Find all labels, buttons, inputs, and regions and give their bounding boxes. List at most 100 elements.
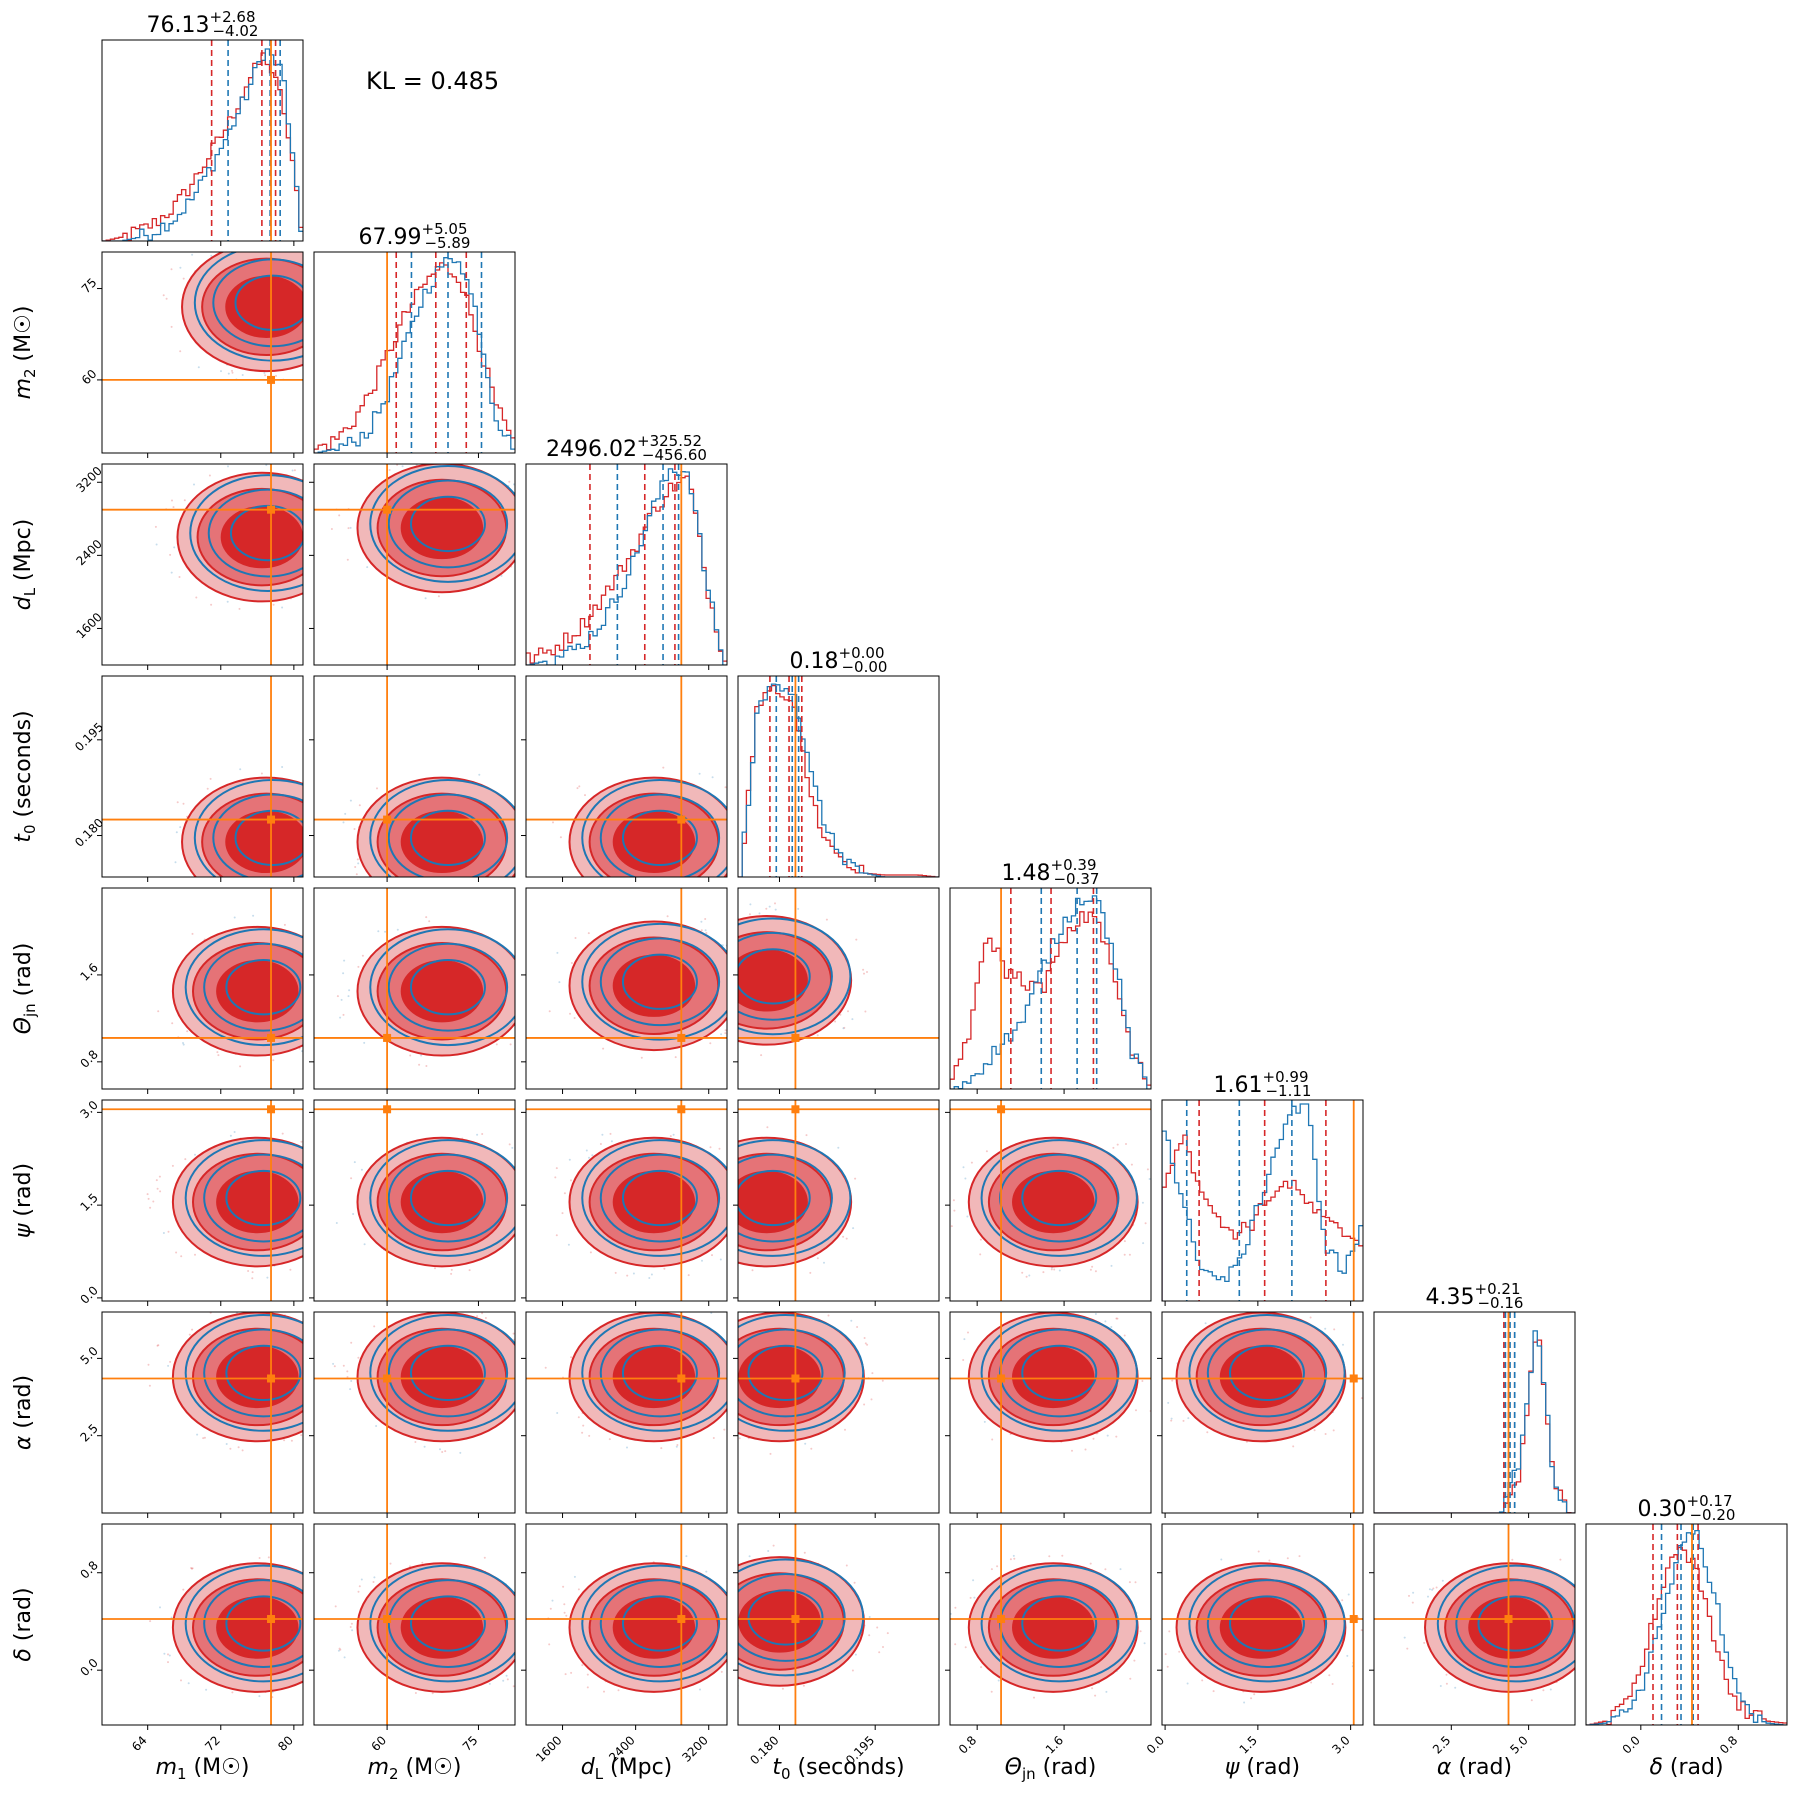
sample-point	[528, 501, 530, 503]
sample-point	[437, 595, 440, 598]
sample-point	[318, 960, 320, 962]
sample-point	[527, 954, 529, 956]
sample-point	[556, 951, 559, 954]
sample-point	[201, 884, 203, 886]
sample-point	[527, 807, 529, 809]
sample-point	[724, 786, 727, 789]
sample-point	[563, 1192, 566, 1195]
sample-point	[1441, 1579, 1444, 1582]
panel-t0-m2	[309, 675, 543, 908]
sample-point	[704, 929, 707, 932]
sample-point	[1116, 1317, 1119, 1320]
sample-point	[554, 1176, 557, 1179]
sample-point	[565, 1614, 568, 1617]
blue-contour-level-3	[621, 809, 698, 867]
sample-point	[946, 1607, 948, 1609]
summary-title: 67.99+5.05 −5.89	[359, 220, 471, 252]
truth-marker	[383, 815, 392, 824]
sample-point	[1143, 1642, 1146, 1645]
sample-point	[366, 566, 369, 569]
sample-point	[218, 242, 220, 244]
sample-point	[334, 1626, 336, 1628]
sample-point	[316, 1237, 318, 1239]
sample-point	[1542, 1689, 1545, 1692]
blue-contour-level-2	[599, 1153, 721, 1243]
sample-point	[258, 1695, 261, 1698]
sample-point	[541, 854, 543, 856]
sample-point	[484, 906, 486, 908]
sample-point	[405, 460, 407, 462]
sample-point	[672, 1133, 675, 1136]
sample-point	[169, 553, 172, 556]
sample-point	[155, 1179, 158, 1182]
sample-point	[288, 898, 290, 900]
sample-point	[203, 1436, 206, 1439]
sample-point	[531, 488, 533, 490]
truth-marker	[383, 505, 392, 514]
sample-point	[351, 1205, 353, 1207]
sample-point	[517, 1597, 519, 1599]
sample-point	[537, 1652, 539, 1654]
sample-point	[517, 1610, 519, 1612]
sample-point	[532, 820, 534, 822]
sample-point	[332, 1362, 335, 1365]
sample-point	[527, 1399, 529, 1401]
sample-point	[180, 1679, 182, 1682]
sample-point	[730, 1015, 732, 1017]
sample-point	[163, 1652, 166, 1655]
panel-content	[102, 1312, 326, 1513]
sample-point	[324, 591, 326, 593]
sample-point	[700, 929, 703, 932]
truth-marker	[677, 1033, 686, 1042]
panel-alpha-alpha: 4.35+0.21 −0.16	[1373, 1280, 1576, 1518]
panel-content	[314, 252, 515, 453]
blue-contour-level-2	[599, 937, 721, 1027]
sample-point	[648, 1277, 651, 1279]
sample-point	[718, 1147, 721, 1150]
sample-point	[356, 858, 359, 861]
sample-point	[626, 1274, 629, 1277]
sample-point	[735, 1249, 737, 1251]
sample-point	[266, 1276, 269, 1279]
sample-point	[324, 323, 326, 325]
sample-point	[1025, 1308, 1027, 1310]
sample-point	[863, 1403, 866, 1406]
panel-content	[738, 1524, 939, 1725]
truth-marker	[997, 1615, 1006, 1624]
panel-content	[102, 40, 303, 241]
sample-point	[227, 372, 230, 375]
sample-point	[528, 1671, 530, 1673]
sample-point	[621, 1308, 623, 1310]
sample-point	[191, 1328, 194, 1331]
sample-point	[552, 821, 554, 824]
sample-point	[1144, 1222, 1147, 1225]
sample-point	[342, 821, 345, 824]
truth-marker	[791, 1105, 800, 1114]
sample-point	[711, 1254, 713, 1257]
sample-point	[450, 1272, 453, 1275]
sample-point	[963, 1338, 966, 1341]
sample-point	[663, 1267, 666, 1270]
sample-point	[516, 969, 518, 971]
sample-point	[1123, 1253, 1126, 1256]
sample-point	[240, 238, 242, 240]
sample-point	[418, 1063, 421, 1066]
sample-point	[713, 880, 715, 882]
sample-point	[809, 1271, 812, 1274]
panel-content	[950, 1308, 1151, 1513]
sample-point	[772, 1544, 775, 1547]
sample-point	[267, 1556, 270, 1559]
sample-point	[319, 977, 321, 979]
panel-content	[526, 1524, 727, 1725]
sample-point	[781, 1687, 784, 1690]
sample-point	[324, 1325, 326, 1327]
sample-point	[311, 1335, 313, 1337]
sample-point	[293, 469, 296, 472]
red-histogram	[1162, 1134, 1363, 1301]
red-contour-level-3	[738, 1590, 821, 1653]
panel-alpha-dL	[521, 1308, 728, 1518]
panel-content	[526, 1100, 737, 1301]
sample-point	[327, 1152, 329, 1154]
sample-point	[226, 600, 229, 603]
sample-point	[562, 1585, 565, 1588]
